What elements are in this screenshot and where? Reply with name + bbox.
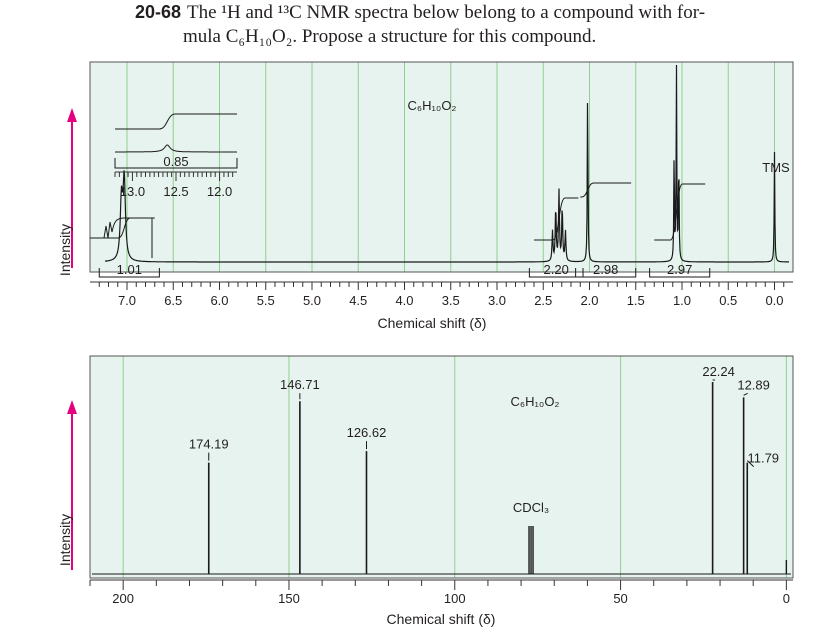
- h-x-tick-label: 5.0: [303, 293, 321, 308]
- c-nmr-spectrum: C₆H₁₀O₂ 174.19 146.71 126.62 CDCl₃ 22.2412.8…: [57, 355, 794, 627]
- h-integral-curve: [534, 197, 579, 241]
- h-nmr-spectrum: C₆H₁₀O₂ 7.0 6.5 6.0 5.5 5.0 4.5 4.0 3.5 3.0 2.5 2.…: [57, 61, 794, 331]
- inset-x-tick-label: 13.0: [120, 184, 145, 199]
- h-x-tick-label: 0.0: [765, 293, 783, 308]
- h-x-tick-label: 0.5: [719, 293, 737, 308]
- h-x-tick-label: 1.0: [673, 293, 691, 308]
- tms-label: TMS: [762, 160, 790, 175]
- inset-trace: [115, 144, 237, 153]
- c-peak-label: 11.79: [747, 451, 779, 466]
- c-nmr-plot-frame: [89, 355, 794, 579]
- problem-number: 20-68: [135, 2, 182, 22]
- h-integral-value: 2.97: [667, 262, 692, 277]
- h-x-tick-label: 4.5: [349, 293, 367, 308]
- h-x-tick-label: 3.0: [488, 293, 506, 308]
- h-nmr-plot-frame: [89, 61, 794, 273]
- h-x-tick-label: 2.0: [580, 293, 598, 308]
- h-nmr-inset: 0.85 13.0 12.5 12.0: [90, 113, 238, 258]
- c-x-tick-label: 100: [444, 591, 466, 606]
- h-x-tick-label: 2.5: [534, 293, 552, 308]
- h-x-tick-label: 6.0: [210, 293, 228, 308]
- c-nmr-plot-area: [90, 356, 793, 578]
- h-nmr-trace: [104, 64, 789, 263]
- c-solvent-label: CDCl₃: [513, 500, 549, 515]
- inset-x-tick-label: 12.5: [163, 184, 188, 199]
- c-nmr-x-axis-title: Chemical shift (δ): [387, 611, 496, 627]
- h-nmr-formula: C₆H₁₀O₂: [408, 98, 457, 113]
- h-intensity-arrowhead: [67, 108, 77, 122]
- inset-x-tick-label: 12.0: [207, 184, 232, 199]
- inset-integral-bracket: [114, 158, 238, 169]
- h-integral-curve: [580, 182, 632, 198]
- h-integral-value: 2.98: [593, 262, 618, 277]
- h-x-tick-label: 6.5: [164, 293, 182, 308]
- c-nmr-formula: C₆H₁₀O₂: [511, 394, 560, 409]
- h-nmr-x-axis: 7.0 6.5 6.0 5.5 5.0 4.5 4.0 3.5 3.0 2.5 2.0 1.5 1.0 0…: [90, 281, 793, 308]
- h-x-tick-label: 7.0: [118, 293, 136, 308]
- h-integral-bracket: [649, 268, 711, 278]
- h-integral-bracket: [528, 268, 584, 278]
- h-nmr-plot-area: [90, 62, 793, 272]
- h-x-tick-label: 4.0: [395, 293, 413, 308]
- h-x-tick-label: 3.5: [442, 293, 460, 308]
- c-intensity-label: Intensity: [57, 514, 73, 566]
- c-nmr-gridlines: [122, 356, 787, 578]
- problem-line-1: The ¹H and ¹³C NMR spectra below belong …: [187, 2, 706, 23]
- h-intensity-label: Intensity: [57, 224, 73, 276]
- h-nmr-x-axis-title: Chemical shift (δ): [378, 315, 487, 331]
- c-x-tick-label: 150: [278, 591, 300, 606]
- h-x-tick-label: 5.5: [257, 293, 275, 308]
- inset-integral-value: 0.85: [163, 154, 188, 169]
- c-peak-label: 146.71: [280, 377, 320, 392]
- h-integral-curve: [654, 183, 706, 241]
- inset-integral-curve: [115, 113, 237, 130]
- c-intensity-arrowhead: [67, 400, 77, 414]
- c-x-tick-label: 50: [613, 591, 627, 606]
- problem-line-2: mula C₆H₁₀O₂. Propose a structure for th…: [183, 26, 597, 47]
- h-integral-value: 2.20: [544, 262, 569, 277]
- h-integral-bracket: [98, 268, 160, 278]
- c-peak-label: 22.24: [702, 364, 735, 379]
- h-nmr-integrals: 1.01 2.20 2.98 2.97: [98, 182, 711, 278]
- problem-statement: 20-68 The ¹H and ¹³C NMR spectra below be…: [135, 0, 825, 49]
- h-x-tick-label: 1.5: [627, 293, 645, 308]
- h-integral-bracket: [575, 268, 637, 278]
- c-x-tick-label: 0: [783, 591, 790, 606]
- c-peak-leader: [743, 392, 748, 396]
- c-peak-label: 12.89: [737, 377, 770, 392]
- c-x-tick-label: 200: [112, 591, 134, 606]
- c-peak-label: 126.62: [347, 425, 387, 440]
- c-nmr-x-axis: 200 150 100 50 0: [89, 573, 793, 606]
- h-low-field-fragment: [90, 217, 153, 258]
- h-nmr-gridlines: [126, 62, 775, 272]
- c-peak-leader: [746, 460, 755, 468]
- c-peak-label: 174.19: [189, 437, 229, 452]
- h-integral-value: 1.01: [117, 262, 142, 277]
